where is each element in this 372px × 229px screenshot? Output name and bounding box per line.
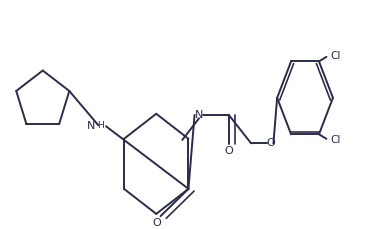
- Text: Cl: Cl: [330, 135, 340, 145]
- Text: Cl: Cl: [330, 51, 340, 61]
- Text: O: O: [224, 146, 233, 156]
- Text: O: O: [153, 218, 161, 228]
- Text: N: N: [195, 110, 203, 120]
- Text: H: H: [97, 121, 104, 130]
- Text: N: N: [87, 121, 96, 131]
- Text: O: O: [266, 138, 275, 148]
